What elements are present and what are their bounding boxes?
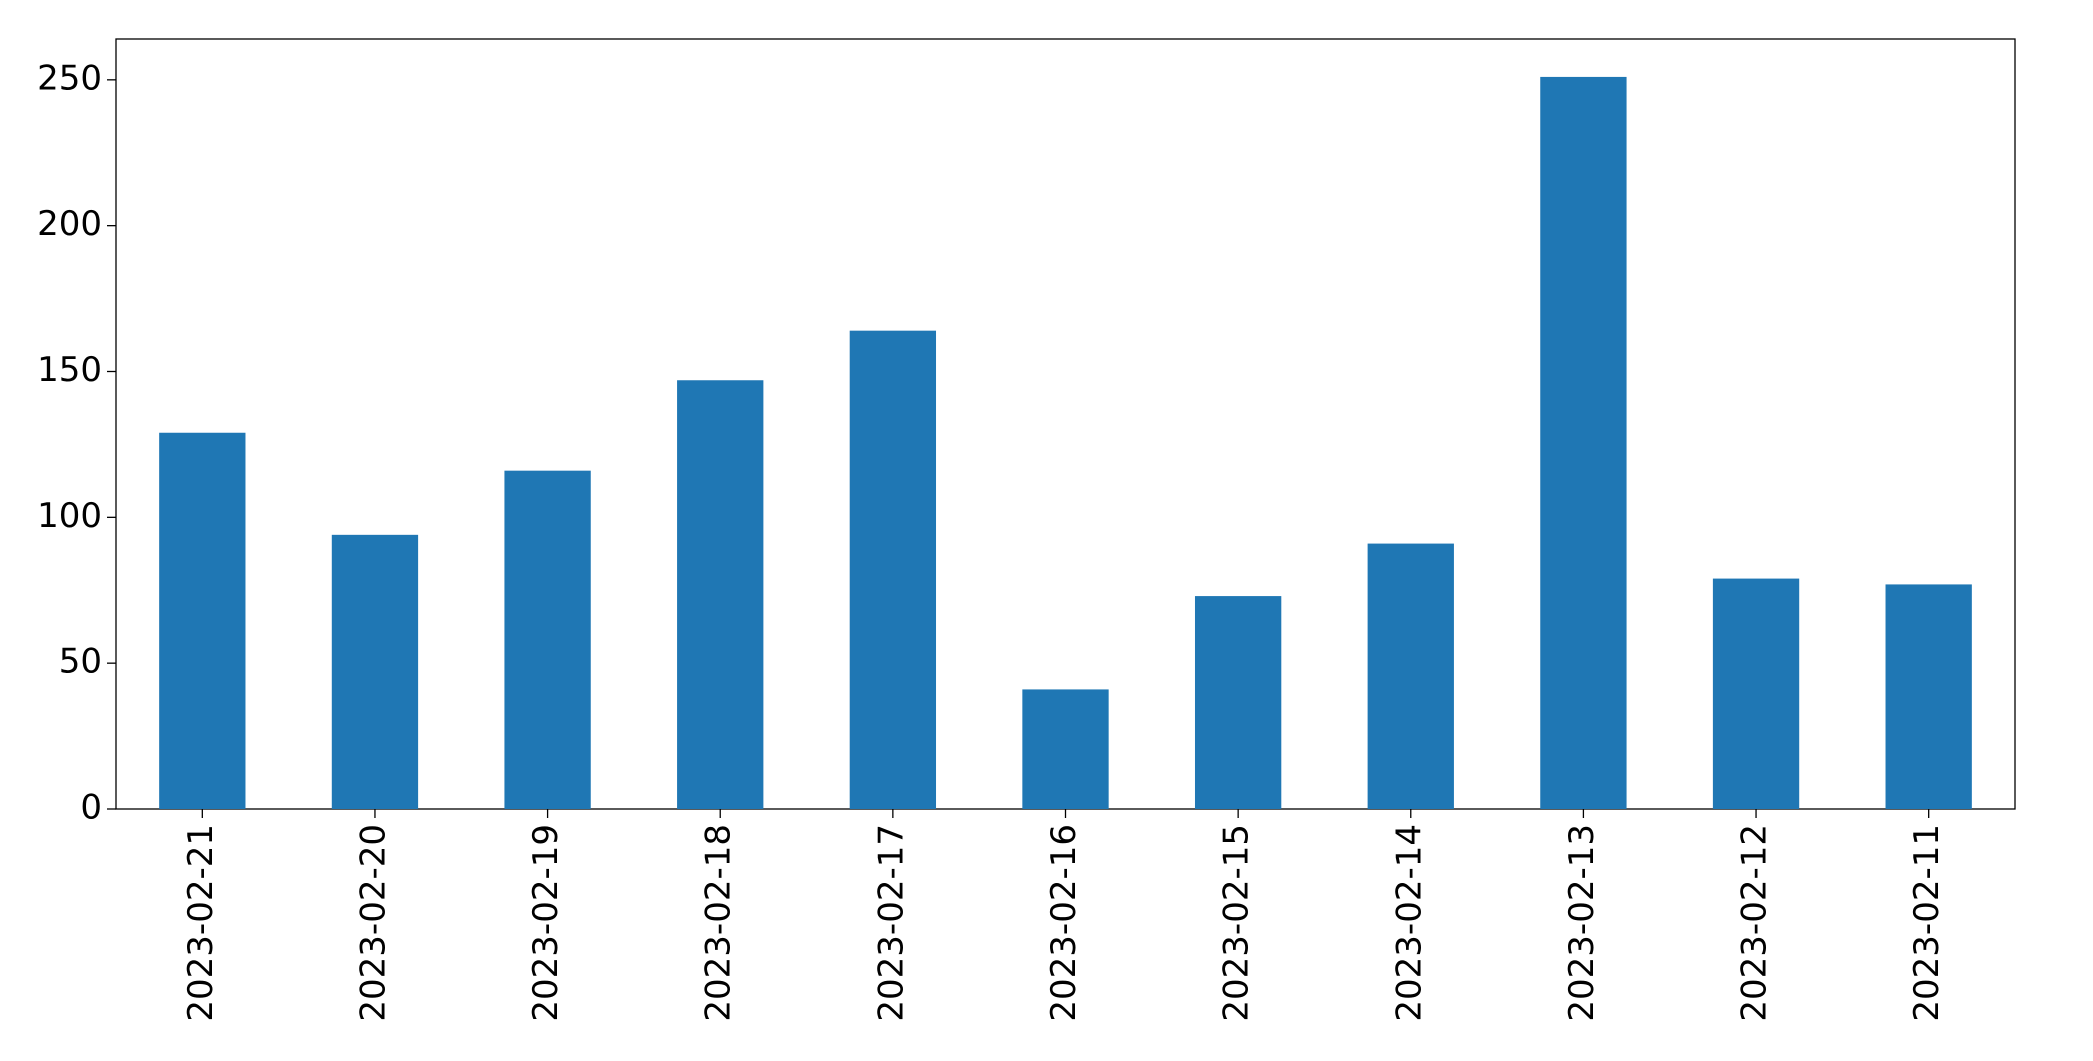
y-tick-label: 50 bbox=[59, 642, 102, 682]
x-tick-label: 2023-02-12 bbox=[1735, 824, 1775, 1022]
x-tick-label: 2023-02-14 bbox=[1389, 824, 1429, 1022]
x-tick-label: 2023-02-11 bbox=[1907, 824, 1947, 1022]
x-tick-label: 2023-02-18 bbox=[699, 824, 739, 1022]
x-tick-label: 2023-02-20 bbox=[353, 824, 393, 1022]
x-tick-label: 2023-02-16 bbox=[1044, 824, 1084, 1022]
bar bbox=[1540, 76, 1627, 809]
bar bbox=[849, 330, 937, 809]
bar bbox=[1712, 578, 1800, 809]
x-tick-label: 2023-02-21 bbox=[181, 824, 221, 1022]
x-tick-label: 2023-02-19 bbox=[526, 824, 566, 1022]
y-tick-label: 250 bbox=[37, 58, 102, 98]
y-tick-label: 100 bbox=[37, 496, 102, 536]
y-tick-label: 200 bbox=[37, 204, 102, 244]
bar bbox=[1367, 543, 1454, 809]
x-tick-label: 2023-02-15 bbox=[1217, 824, 1257, 1022]
bar bbox=[331, 534, 419, 809]
y-tick-label: 0 bbox=[80, 788, 102, 828]
x-tick-label: 2023-02-13 bbox=[1562, 824, 1602, 1022]
bar bbox=[1194, 596, 1282, 809]
x-tick-label: 2023-02-17 bbox=[871, 824, 911, 1022]
bar bbox=[1885, 584, 1972, 809]
y-tick-label: 150 bbox=[37, 350, 102, 390]
bar bbox=[504, 470, 591, 809]
bar bbox=[159, 432, 246, 809]
bar bbox=[1022, 689, 1109, 809]
bar bbox=[677, 380, 764, 809]
